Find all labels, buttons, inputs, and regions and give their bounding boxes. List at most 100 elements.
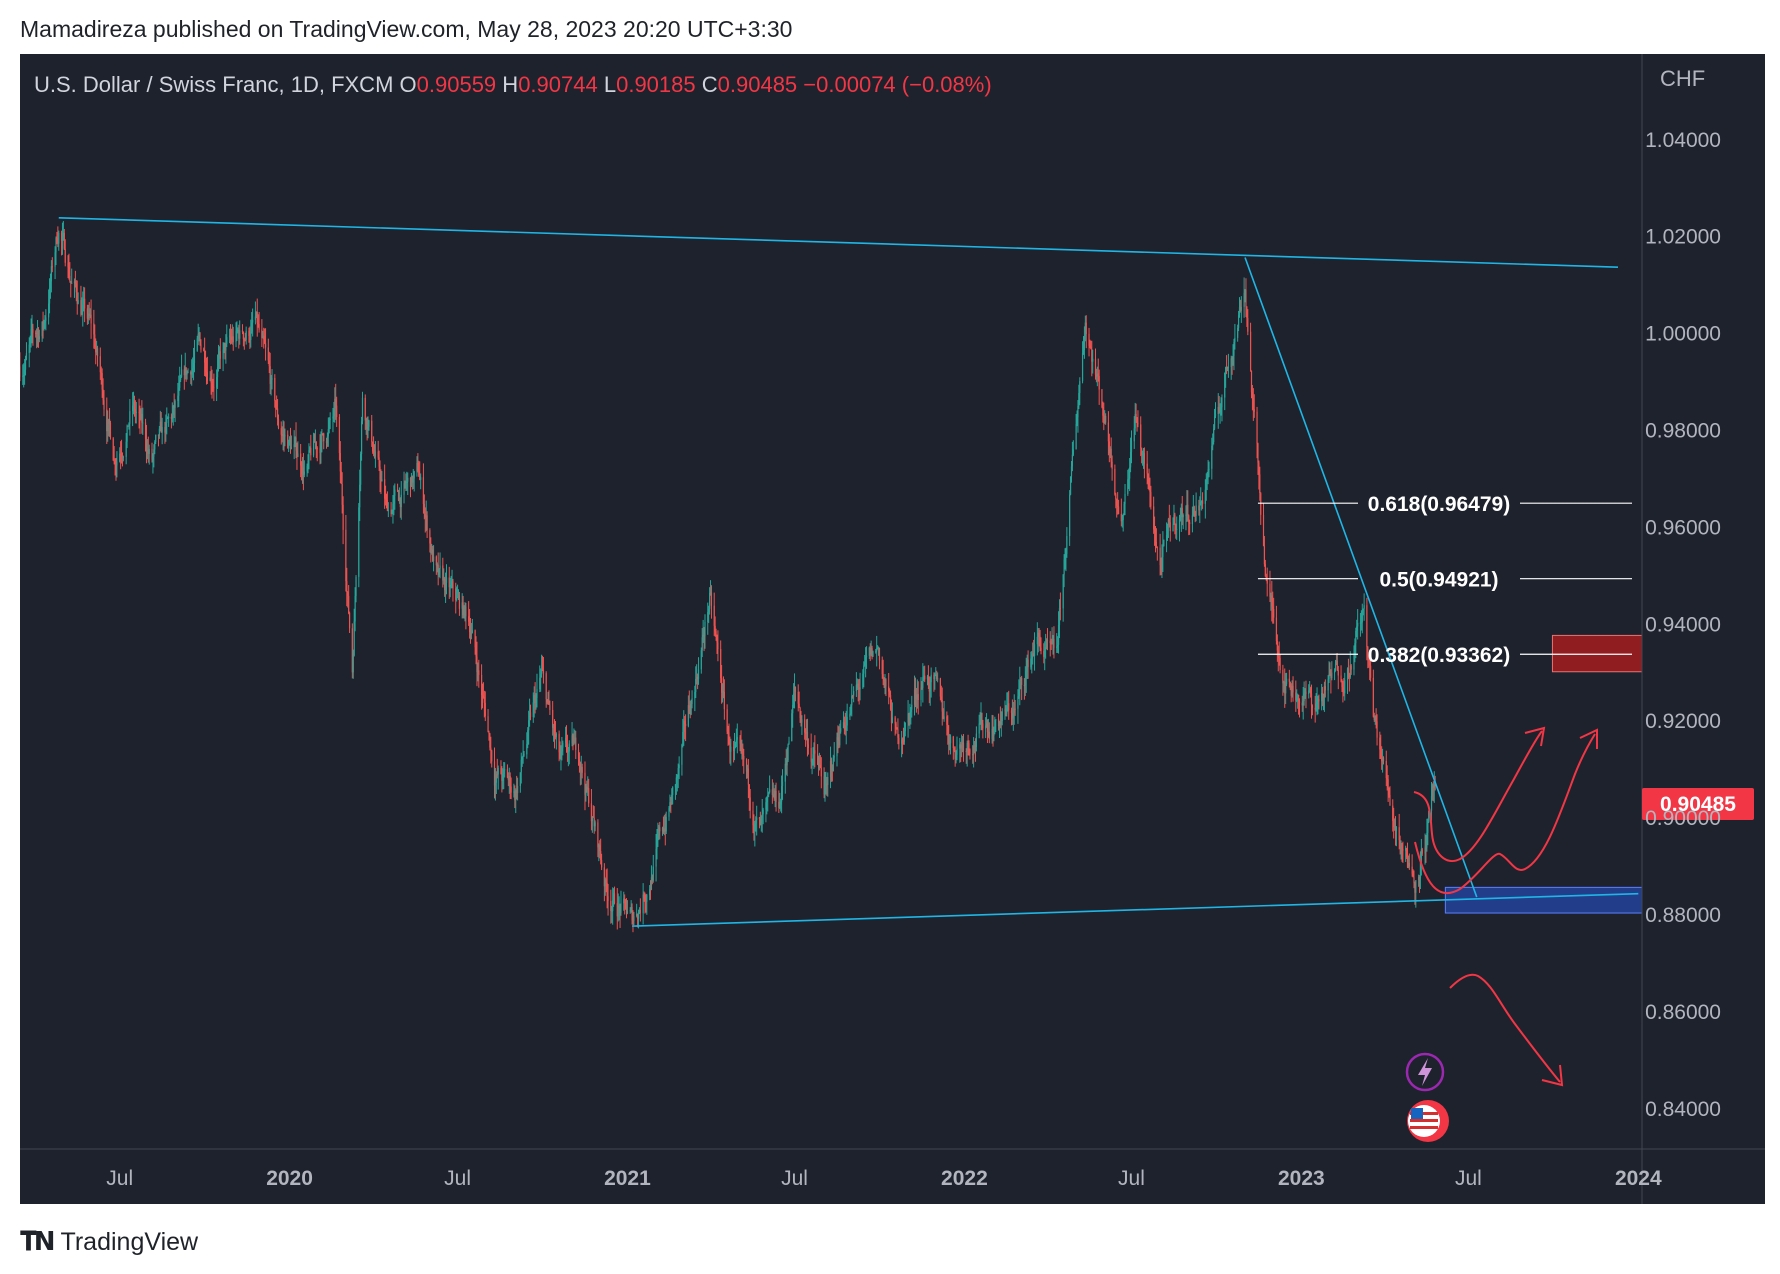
candle-body [1001,711,1003,722]
candle-body [154,441,156,450]
candle-body [561,747,563,752]
candle-body [619,905,621,913]
candle-body [238,329,240,339]
candle-body [468,621,471,633]
candle-body [83,298,85,305]
candle-body [851,695,853,706]
candle-body [340,471,342,484]
candle-body [99,356,101,373]
candle-body [721,678,723,693]
candle-body [923,675,925,678]
candle-body [920,687,922,701]
candle-body [829,760,832,777]
candle-body [206,372,209,381]
candle-body [1244,289,1246,293]
candle-body [612,900,614,911]
candle-body [644,898,646,901]
candle-body [765,802,767,810]
candle-body [1010,710,1013,713]
candle-body [504,769,506,771]
candle-body [56,238,58,242]
candle-body [742,748,744,757]
candle-body [618,905,620,908]
candle-body [160,421,162,433]
candle-body [901,739,904,741]
candle-body [1375,715,1377,722]
candle-body [1279,658,1281,670]
candle-body [1430,796,1433,811]
candle-body [132,405,134,412]
candle-body [534,695,536,704]
candle-body [1237,315,1240,328]
candle-body [1282,669,1284,684]
candle-body [625,908,628,914]
candle-body [552,726,555,728]
candle-body [411,476,413,483]
candle-body [293,444,295,448]
candle-body [407,477,409,482]
candle-body [1359,622,1362,624]
candle-body [1328,673,1330,680]
candle-body [1032,653,1034,655]
candle-body [901,739,903,744]
lightning-event-icon[interactable] [1405,1052,1445,1092]
chart-panel[interactable]: 0.618(0.96479) 0.5(0.94921) 0.382(0.93362)… [20,54,1765,1204]
candle-body [465,606,467,617]
candle-body [264,339,266,344]
candle-body [617,907,619,917]
candle-body [316,448,318,450]
candle-body [306,466,308,472]
candle-body [961,742,964,745]
candle-body [457,595,460,598]
candle-body [125,441,127,457]
candle-body [235,331,237,343]
candlestick-chart[interactable]: 0.618(0.96479) 0.5(0.94921) 0.382(0.93362)… [20,54,1765,1204]
candle-body [791,713,793,742]
candle-body [1122,514,1124,520]
candle-body [567,751,569,753]
candle-body [1249,331,1252,371]
candle-body [947,724,949,735]
candle-body [703,634,705,637]
candle-body [157,434,160,436]
us-flag-event-icon[interactable] [1407,1100,1449,1142]
candle-body [200,344,202,350]
candle-body [1393,826,1396,828]
footer-brand[interactable]: 𝐓𝗡 TradingView [20,1226,198,1258]
candle-body [1385,761,1387,779]
candle-body [726,709,728,732]
candle-body [94,334,96,348]
candle-body [443,578,445,581]
candle-body [430,543,432,553]
candle-body [889,695,892,710]
candle-body [986,723,989,733]
candle-body [586,786,588,790]
candle-body [872,651,874,657]
candle-body [675,777,677,785]
candle-body [643,894,645,899]
candle-body [1053,638,1055,648]
candle-body [823,776,825,795]
candle-body [67,262,69,268]
candle-body [1098,376,1100,390]
candle-body [1399,840,1401,849]
candle-body [572,735,574,745]
candle-body [1178,519,1181,529]
candle-body [577,749,580,760]
candle-body [179,380,181,388]
candle-body [1192,506,1194,516]
candle-body [1031,654,1033,659]
candle-body [397,491,400,501]
candle-body [463,606,465,615]
candle-body [171,414,173,419]
candle-body [438,568,440,576]
candle-body [478,670,480,675]
candle-body [342,504,344,530]
candle-body [177,395,179,401]
candle-body [1310,693,1313,706]
candle-body [555,733,557,738]
candle-body [1077,405,1079,418]
candle-body [461,602,463,609]
candle-body [1097,373,1099,377]
candle-body [739,737,741,744]
